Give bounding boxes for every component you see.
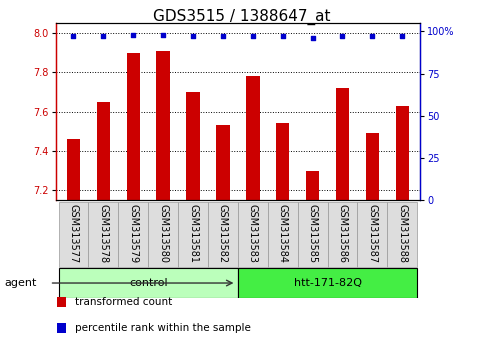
Bar	[97, 102, 110, 200]
Bar	[238, 202, 268, 267]
Text: GSM313587: GSM313587	[368, 204, 377, 263]
Bar	[327, 202, 357, 267]
Point	[129, 32, 137, 38]
Bar	[238, 268, 417, 298]
Text: GSM313579: GSM313579	[128, 204, 138, 263]
Bar	[216, 125, 229, 200]
Text: percentile rank within the sample: percentile rank within the sample	[75, 323, 251, 333]
Text: GSM313577: GSM313577	[69, 204, 78, 263]
Bar	[88, 202, 118, 267]
Bar	[366, 133, 379, 200]
Bar	[156, 51, 170, 200]
Point	[398, 34, 406, 39]
Text: GDS3515 / 1388647_at: GDS3515 / 1388647_at	[153, 9, 330, 25]
Bar	[178, 202, 208, 267]
Bar	[276, 123, 289, 200]
Bar	[186, 92, 200, 200]
Text: GSM313580: GSM313580	[158, 204, 168, 263]
Bar	[357, 202, 387, 267]
Text: htt-171-82Q: htt-171-82Q	[294, 278, 362, 288]
Text: GSM313588: GSM313588	[398, 204, 407, 263]
Point	[70, 34, 77, 39]
Bar	[58, 202, 88, 267]
Text: agent: agent	[5, 278, 37, 288]
Point	[369, 34, 376, 39]
Bar	[268, 202, 298, 267]
Bar	[148, 202, 178, 267]
Bar	[67, 139, 80, 200]
Bar	[306, 171, 319, 200]
Point	[279, 34, 286, 39]
Bar	[208, 202, 238, 267]
Text: GSM313583: GSM313583	[248, 204, 258, 263]
Text: GSM313584: GSM313584	[278, 204, 288, 263]
Bar	[336, 88, 349, 200]
Point	[309, 35, 316, 41]
Bar	[118, 202, 148, 267]
Point	[189, 34, 197, 39]
Bar	[246, 76, 259, 200]
Point	[219, 34, 227, 39]
Point	[99, 34, 107, 39]
Text: GSM313586: GSM313586	[338, 204, 347, 263]
Text: GSM313581: GSM313581	[188, 204, 198, 263]
Bar	[57, 297, 67, 307]
Point	[159, 32, 167, 38]
Text: GSM313578: GSM313578	[99, 204, 108, 263]
Text: transformed count: transformed count	[75, 297, 172, 307]
Bar	[298, 202, 327, 267]
Text: control: control	[129, 278, 168, 288]
Bar	[396, 105, 409, 200]
Bar	[57, 323, 67, 333]
Point	[339, 34, 346, 39]
Bar	[127, 52, 140, 200]
Text: GSM313585: GSM313585	[308, 204, 318, 263]
Bar	[387, 202, 417, 267]
Text: GSM313582: GSM313582	[218, 204, 228, 263]
Bar	[58, 268, 238, 298]
Point	[249, 34, 256, 39]
